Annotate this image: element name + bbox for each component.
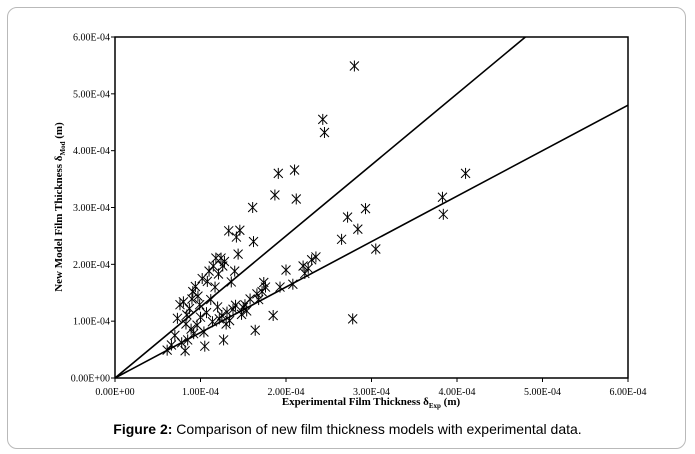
- data-point: [195, 311, 206, 323]
- y-tick-label: 4.00E-04: [73, 146, 110, 157]
- data-point: [270, 189, 280, 201]
- data-point: [224, 315, 235, 327]
- data-point: [248, 236, 259, 248]
- x-tick-label: 6.00E-04: [610, 387, 647, 398]
- x-tick-label: 0.00E+00: [95, 387, 134, 398]
- data-point: [241, 305, 252, 317]
- y-tick-label: 1.00E-04: [73, 317, 110, 328]
- data-point: [236, 308, 247, 320]
- data-point: [287, 278, 298, 290]
- data-point: [317, 113, 328, 125]
- model-lines: [114, 36, 629, 379]
- data-point: [211, 252, 221, 264]
- data-point: [275, 281, 285, 293]
- data-point: [268, 309, 279, 321]
- x-axis-ticks: 0.00E+00 1.00E-04 2.00E-04 3.00E-04 4.00E-04…: [95, 378, 646, 398]
- model-line-1: [114, 36, 526, 379]
- data-points: [162, 60, 471, 357]
- data-point: [181, 318, 191, 330]
- data-point: [223, 225, 234, 237]
- x-tick-label: 1.00E-04: [182, 387, 219, 398]
- data-point: [202, 275, 213, 287]
- data-point: [245, 293, 255, 305]
- data-point: [347, 313, 358, 325]
- data-point: [306, 254, 317, 266]
- data-point: [342, 211, 353, 223]
- model-line-2: [114, 104, 629, 379]
- data-point: [217, 309, 227, 321]
- data-point: [460, 167, 471, 179]
- data-point: [273, 167, 284, 179]
- data-point: [311, 251, 321, 263]
- data-point: [190, 280, 201, 292]
- figure-caption: Figure 2: Comparison of new film thickne…: [0, 421, 695, 437]
- data-point: [180, 345, 190, 357]
- y-axis-title: New Model Film Thickness δMod (m): [53, 122, 67, 292]
- y-axis-ticks: 0.00E+00 1.00E-04 2.00E-04 3.00E-04 4.00E-04…: [71, 33, 115, 385]
- data-point: [437, 191, 448, 203]
- data-point: [207, 316, 218, 328]
- data-point: [217, 260, 228, 272]
- data-point: [193, 290, 203, 302]
- data-point: [370, 243, 381, 255]
- data-point: [162, 344, 173, 356]
- data-point: [247, 202, 258, 213]
- data-point: [188, 328, 199, 340]
- data-point: [229, 265, 240, 277]
- data-point: [199, 340, 210, 352]
- data-point: [291, 193, 302, 205]
- y-tick-label: 0.00E+00: [71, 374, 110, 385]
- data-point: [289, 164, 300, 176]
- data-point: [319, 126, 330, 138]
- x-tick-label: 4.00E-04: [439, 387, 476, 398]
- data-point: [438, 208, 449, 220]
- figure-caption-text: Comparison of new film thickness models …: [176, 421, 582, 437]
- data-point: [234, 224, 245, 236]
- data-point: [226, 276, 237, 288]
- data-point: [199, 326, 209, 338]
- y-tick-label: 5.00E-04: [73, 89, 110, 100]
- figure-label: Figure 2:: [113, 421, 173, 437]
- data-point: [194, 299, 205, 311]
- data-point: [184, 303, 195, 315]
- data-point: [212, 301, 223, 313]
- y-tick-label: 6.00E-04: [73, 33, 110, 44]
- data-point: [218, 334, 229, 346]
- x-tick-label: 3.00E-04: [353, 387, 390, 398]
- data-point: [210, 281, 220, 293]
- data-point: [258, 277, 269, 289]
- y-tick-label: 2.00E-04: [73, 260, 110, 271]
- x-axis-title: Experimental Film Thickness δExp (m): [282, 396, 461, 410]
- data-point: [250, 324, 261, 336]
- data-point: [233, 248, 243, 260]
- data-point: [178, 296, 189, 308]
- data-point: [352, 223, 363, 235]
- y-tick-label: 3.00E-04: [73, 203, 110, 214]
- data-point: [349, 60, 360, 72]
- plot-area: [114, 36, 629, 379]
- data-point: [303, 262, 314, 274]
- data-point: [281, 264, 291, 276]
- data-point: [172, 312, 183, 324]
- x-tick-label: 2.00E-04: [268, 387, 305, 398]
- data-point: [298, 260, 308, 272]
- data-point: [219, 255, 230, 267]
- data-point: [204, 265, 214, 277]
- data-point: [260, 281, 271, 293]
- data-point: [230, 299, 241, 311]
- data-point: [201, 307, 212, 319]
- data-point: [336, 233, 347, 245]
- data-point: [360, 203, 371, 215]
- x-tick-label: 5.00E-04: [524, 387, 561, 398]
- data-point: [222, 306, 232, 318]
- data-point: [166, 339, 177, 351]
